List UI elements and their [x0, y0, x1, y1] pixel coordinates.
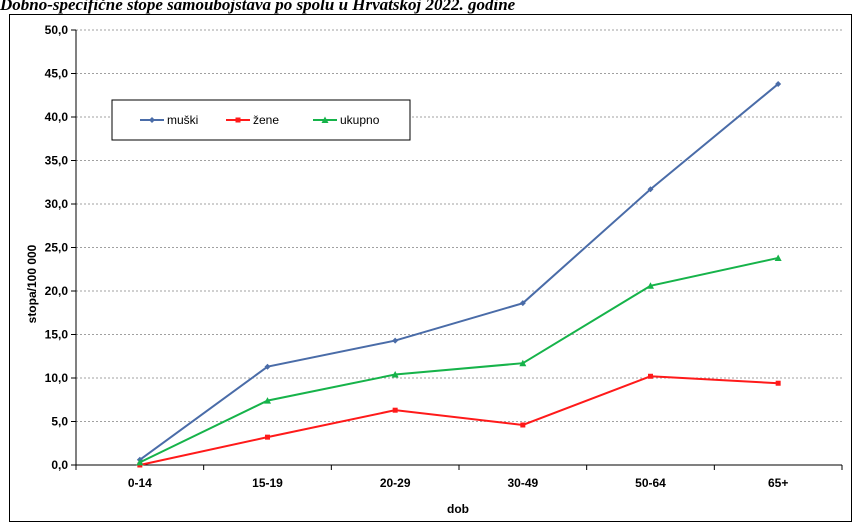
- data-point: [519, 300, 526, 307]
- data-point: [264, 363, 271, 370]
- y-tick-label: 15,0: [45, 328, 69, 342]
- legend-label: ukupno: [340, 113, 380, 127]
- legend-marker: [321, 116, 329, 123]
- series-line: [139, 375, 779, 466]
- series-lines: [136, 80, 782, 468]
- legend-label: muški: [167, 113, 198, 127]
- axes: [75, 30, 843, 470]
- series-line: [139, 83, 779, 461]
- series-1: [137, 373, 781, 468]
- y-tick-label: 5,0: [51, 415, 68, 429]
- legend: muški žene ukupno: [111, 99, 411, 141]
- y-tick-label: 10,0: [45, 371, 69, 385]
- x-tick-label: 15-19: [252, 476, 283, 490]
- y-tick-label: 50,0: [45, 23, 69, 37]
- series-2: [136, 254, 782, 466]
- legend-marker: [149, 117, 155, 123]
- data-point: [392, 337, 399, 344]
- data-point: [774, 254, 782, 261]
- data-point: [775, 80, 782, 87]
- y-tick-label: 35,0: [45, 154, 69, 168]
- y-tick-label: 0,0: [51, 458, 68, 472]
- data-point: [647, 186, 654, 193]
- data-point: [648, 373, 653, 379]
- data-point: [136, 458, 144, 466]
- y-tick-label: 40,0: [45, 110, 69, 124]
- legend-marker: [235, 117, 241, 123]
- x-axis-label: dob: [447, 502, 469, 516]
- x-tick-label: 50-64: [635, 476, 666, 490]
- data-point: [265, 434, 270, 440]
- legend-label: žene: [253, 113, 279, 127]
- y-axis-label: stopa/100 000: [25, 244, 39, 323]
- data-point: [775, 380, 781, 386]
- y-tick-label: 30,0: [45, 197, 69, 211]
- data-point: [391, 371, 399, 378]
- x-tick-label: 30-49: [507, 476, 538, 490]
- x-tick-labels: 0-14 15-19 20-29 30-49 50-64 65+: [128, 476, 789, 490]
- data-point: [520, 422, 526, 428]
- series-0: [136, 80, 782, 463]
- data-point: [264, 397, 271, 404]
- chart-title: Dobno-specifične stope samoubojstava po …: [0, 0, 516, 14]
- y-tick-labels: 0,0 5,0 10,0 15,0 20,0 25,0 30,0 35,0 40,0 45,0 50…: [45, 23, 69, 472]
- series-line: [139, 256, 779, 464]
- x-tick-label: 20-29: [380, 476, 411, 490]
- chart-frame: [9, 14, 852, 522]
- data-point: [392, 407, 398, 413]
- data-point: [519, 359, 527, 367]
- y-tick-label: 45,0: [45, 67, 69, 81]
- x-tick-label: 65+: [768, 476, 788, 490]
- data-point: [647, 282, 654, 289]
- y-tick-label: 25,0: [45, 241, 69, 255]
- y-tick-label: 20,0: [45, 284, 69, 298]
- x-tick-label: 0-14: [128, 476, 152, 490]
- gridlines: [71, 29, 842, 466]
